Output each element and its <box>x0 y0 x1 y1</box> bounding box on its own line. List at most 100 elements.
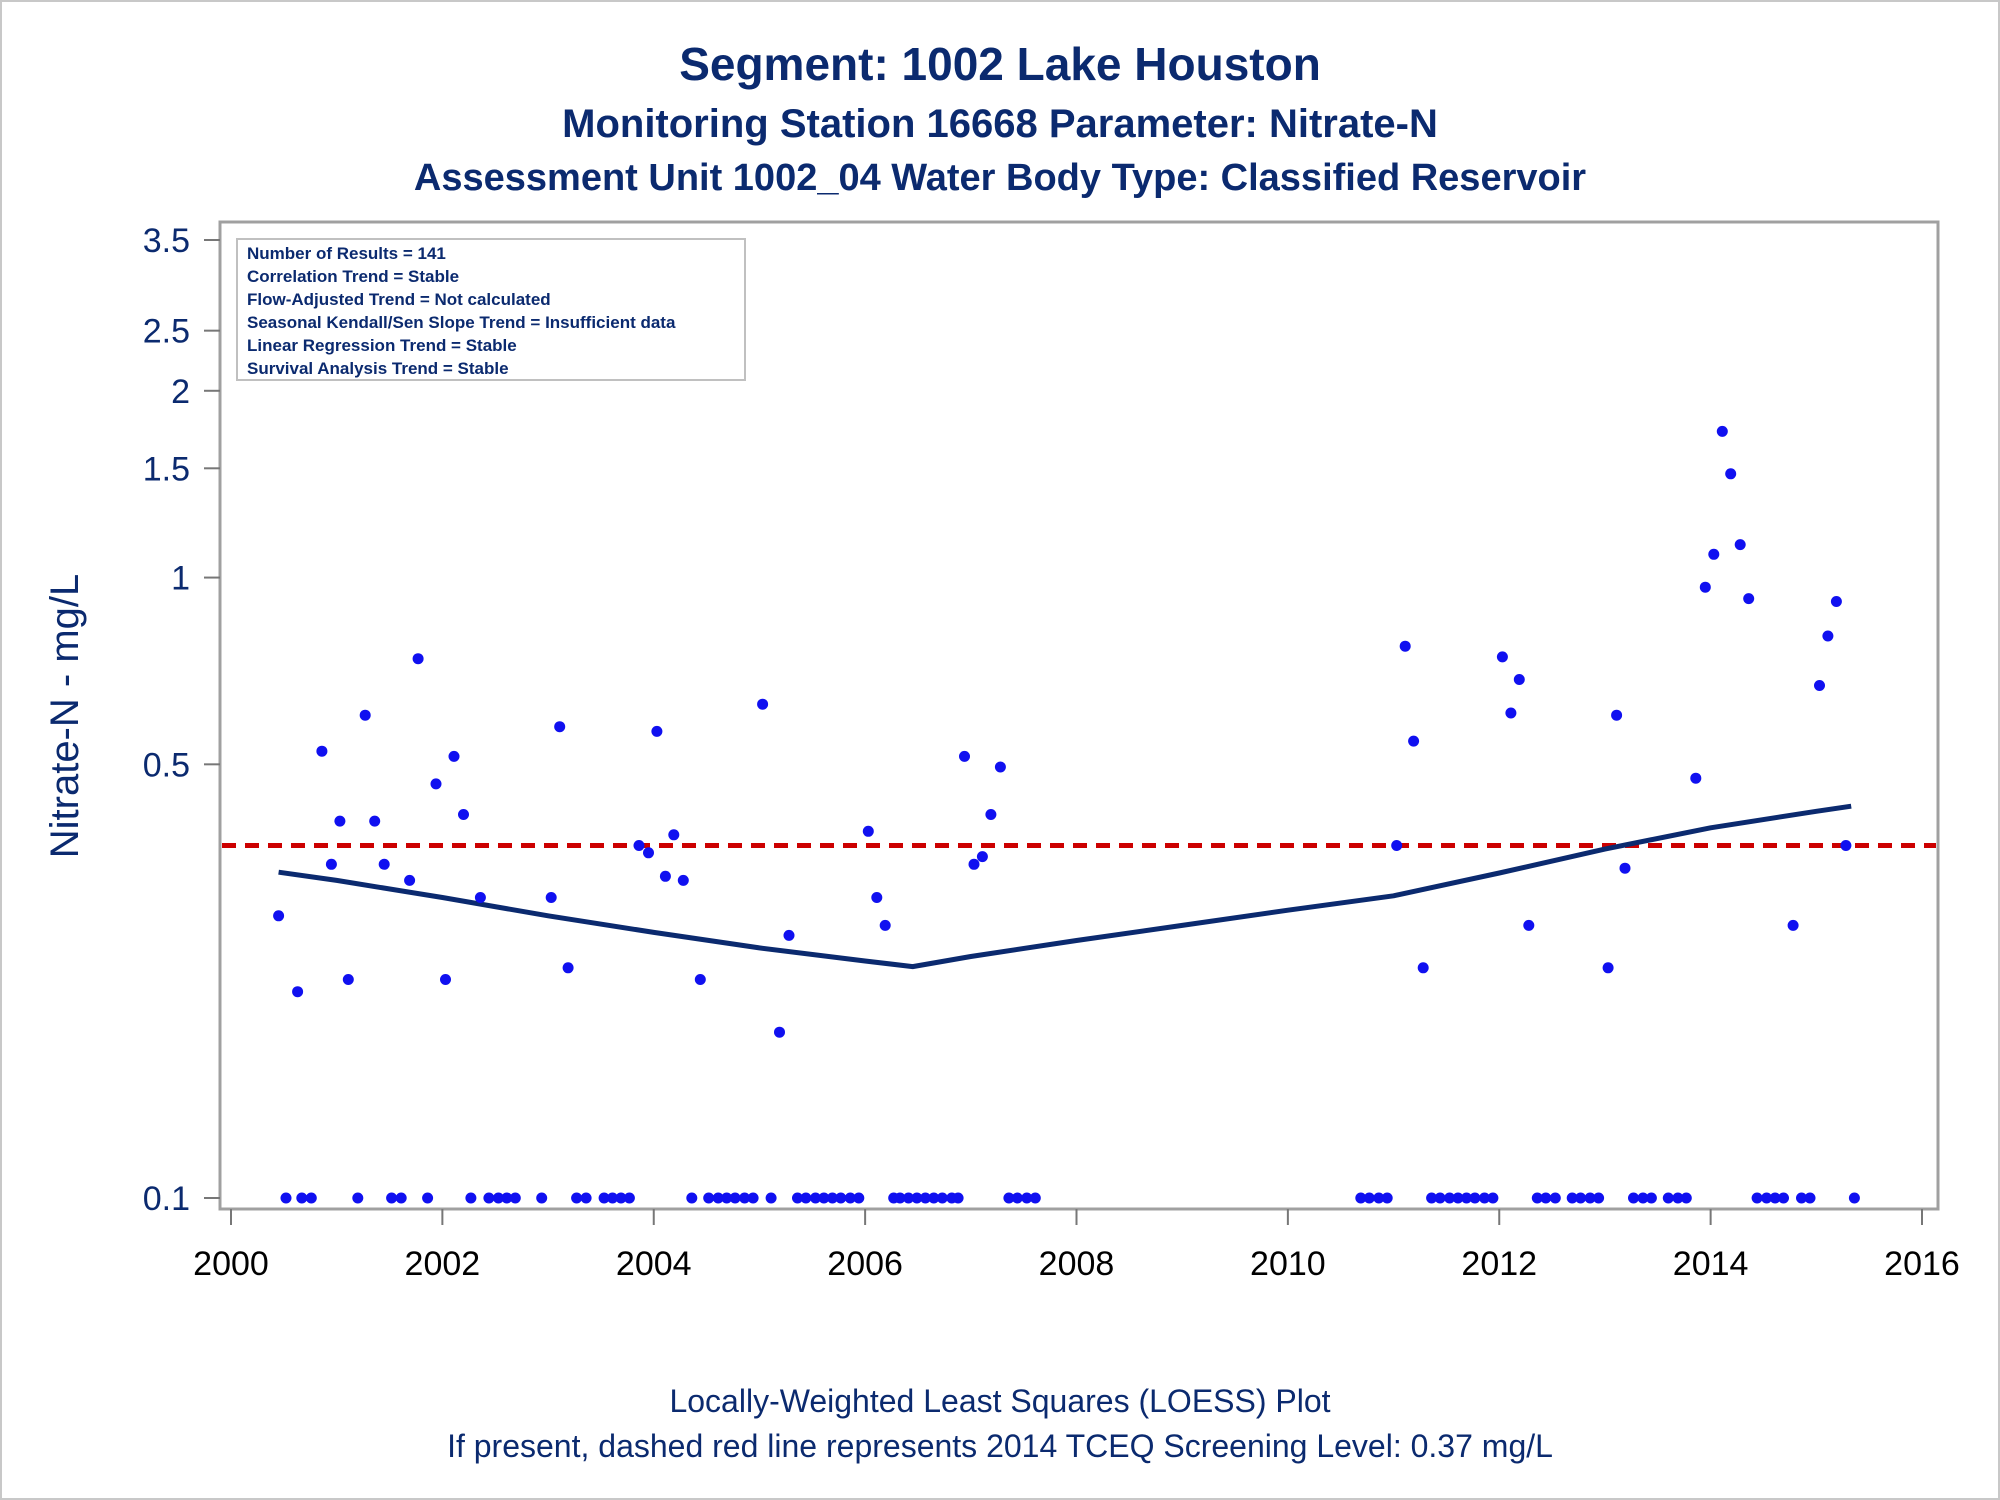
data-point-11 <box>430 778 442 790</box>
data-point-52 <box>1716 425 1728 437</box>
data-point-135 <box>1761 1192 1773 1204</box>
data-point-4 <box>334 815 346 827</box>
data-point-10 <box>412 653 424 665</box>
x-tick-label-6: 2012 <box>1461 1245 1537 1283</box>
data-point-9 <box>404 874 416 886</box>
data-point-55 <box>1743 593 1755 605</box>
trend-summary-line-3: Flow-Adjusted Trend = Not calculated <box>247 290 551 309</box>
data-point-81 <box>703 1192 715 1204</box>
data-point-118 <box>1469 1192 1481 1204</box>
data-point-105 <box>1003 1192 1015 1204</box>
data-points-group <box>273 238 1860 1204</box>
data-point-57 <box>1814 680 1825 691</box>
data-point-131 <box>1662 1192 1674 1204</box>
x-tick-label-5: 2010 <box>1250 1245 1326 1283</box>
data-point-128 <box>1628 1192 1639 1204</box>
data-point-92 <box>826 1192 838 1204</box>
data-point-78 <box>615 1192 627 1204</box>
data-point-112 <box>1381 1192 1393 1204</box>
footnote-2: If present, dashed red line represents 2… <box>447 1428 1553 1464</box>
data-point-123 <box>1549 1192 1561 1204</box>
data-point-14 <box>458 809 469 820</box>
trend-summary-line-4: Seasonal Kendall/Sen Slope Trend = Insuf… <box>247 313 676 332</box>
data-point-107 <box>1021 1192 1033 1204</box>
data-point-63 <box>305 1192 317 1204</box>
data-point-125 <box>1575 1192 1587 1204</box>
data-point-44 <box>1513 674 1525 685</box>
trend-summary-line-5: Linear Regression Trend = Stable <box>247 336 517 355</box>
y-axis: 0.1 0.5 1 1.5 2 2.5 3.5 <box>143 222 220 1218</box>
data-point-116 <box>1452 1192 1464 1204</box>
data-point-93 <box>835 1192 847 1204</box>
data-point-111 <box>1373 1192 1385 1204</box>
data-point-23 <box>668 829 680 841</box>
data-point-46 <box>1602 962 1614 974</box>
data-point-35 <box>985 809 997 820</box>
data-point-64 <box>352 1192 364 1204</box>
data-point-110 <box>1363 1192 1375 1204</box>
data-point-26 <box>757 698 769 710</box>
data-point-100 <box>919 1192 931 1204</box>
data-point-138 <box>1796 1192 1807 1204</box>
data-point-43 <box>1505 707 1517 719</box>
data-point-2 <box>316 745 328 757</box>
data-point-76 <box>598 1192 610 1204</box>
data-point-30 <box>871 892 883 903</box>
x-axis: 2000 2002 2004 2006 2008 2010 2012 2014 2016 <box>193 1209 1960 1283</box>
y-tick-label-1: 0.5 <box>143 746 190 784</box>
data-point-109 <box>1355 1192 1367 1204</box>
data-point-6 <box>359 709 371 721</box>
data-point-38 <box>1391 840 1403 851</box>
data-point-79 <box>623 1192 635 1204</box>
data-point-95 <box>853 1192 865 1204</box>
x-tick-label-2: 2004 <box>616 1245 692 1283</box>
data-point-40 <box>1408 735 1420 747</box>
data-point-104 <box>952 1192 964 1204</box>
footnote-1: Locally-Weighted Least Squares (LOESS) P… <box>669 1383 1330 1419</box>
data-point-29 <box>862 825 874 837</box>
data-point-21 <box>651 725 663 737</box>
data-point-61 <box>280 1192 292 1204</box>
x-tick-label-1: 2002 <box>405 1245 481 1283</box>
data-point-114 <box>1434 1192 1446 1204</box>
data-point-67 <box>422 1192 434 1204</box>
data-point-18 <box>562 962 574 974</box>
data-point-45 <box>1523 919 1535 931</box>
data-point-133 <box>1680 1192 1692 1204</box>
y-tick-label-6: 3.5 <box>143 222 190 260</box>
data-point-91 <box>818 1192 830 1204</box>
data-point-121 <box>1531 1192 1543 1204</box>
y-tick-label-0: 0.1 <box>143 1180 190 1218</box>
data-point-34 <box>976 851 988 863</box>
data-point-73 <box>536 1192 548 1204</box>
data-point-1 <box>292 986 304 998</box>
data-point-53 <box>1725 468 1737 480</box>
data-point-51 <box>1708 548 1720 560</box>
data-point-106 <box>1011 1192 1023 1204</box>
data-point-85 <box>739 1192 751 1204</box>
data-point-22 <box>659 870 671 882</box>
data-point-139 <box>1804 1192 1816 1204</box>
data-point-72 <box>509 1192 521 1204</box>
data-point-69 <box>483 1192 495 1204</box>
data-point-0 <box>273 910 285 922</box>
data-point-136 <box>1769 1192 1781 1204</box>
data-point-120 <box>1487 1192 1499 1204</box>
data-point-5 <box>342 974 354 985</box>
data-point-74 <box>571 1192 583 1204</box>
data-point-75 <box>580 1192 592 1204</box>
y-tick-label-3: 1.5 <box>143 450 190 488</box>
data-point-16 <box>545 892 557 903</box>
data-point-119 <box>1479 1192 1490 1204</box>
data-point-58 <box>1822 630 1834 642</box>
data-point-24 <box>677 874 689 886</box>
data-point-122 <box>1540 1192 1552 1204</box>
data-point-54 <box>1734 539 1746 551</box>
data-point-127 <box>1593 1192 1605 1204</box>
trend-summary-box: Number of Results = 141 Correlation Tren… <box>236 238 746 381</box>
data-point-39 <box>1399 640 1411 652</box>
data-point-17 <box>554 721 566 733</box>
data-point-13 <box>448 750 460 762</box>
data-point-50 <box>1699 581 1711 593</box>
